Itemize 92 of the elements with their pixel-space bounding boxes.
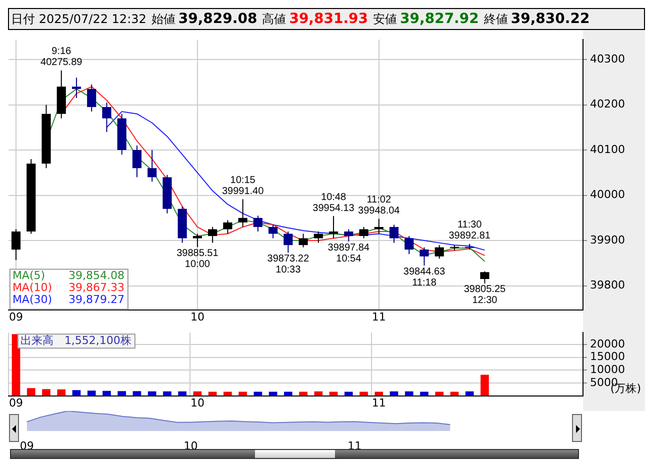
text: 安値 (373, 10, 398, 28)
bar (435, 392, 444, 396)
candlestick (87, 84, 96, 112)
candlestick (404, 236, 414, 255)
bar (360, 392, 368, 396)
bar (374, 392, 384, 396)
candlestick (434, 244, 444, 260)
bar (404, 391, 414, 396)
x-tick-label: 09 (9, 396, 23, 410)
candlestick (344, 228, 354, 242)
y-tick-label: 40000 (590, 188, 625, 202)
annotation: 39,854.08 (68, 269, 124, 282)
candlestick (284, 231, 293, 254)
y-tick-label: 40200 (590, 98, 625, 111)
bar (57, 389, 66, 396)
bar (329, 392, 338, 396)
text: 始値 (151, 10, 176, 28)
text: 39,830.22 (510, 11, 590, 27)
annotation: 39805.25 12:30 (464, 284, 506, 306)
candlestick (238, 198, 248, 228)
text: MA(10) (12, 281, 52, 294)
bar (208, 392, 217, 396)
annotation: 39897.84 10:54 (328, 242, 370, 264)
candlestick (359, 226, 368, 239)
candlestick (208, 226, 218, 244)
bar (465, 391, 474, 396)
bar (178, 391, 186, 396)
bar (420, 392, 428, 396)
candlestick (420, 246, 429, 266)
chart-title: 出来高 1,552,100株 (20, 334, 132, 347)
text: 終値 (484, 10, 508, 28)
bar (238, 392, 247, 396)
chart-title: 日付 2025/07/22 12:32 (11, 10, 146, 28)
bar (87, 390, 96, 396)
text: 39,829.08 (178, 11, 258, 27)
y-tick-label: 15000 (590, 350, 625, 364)
annotation: 39,867.33 (68, 281, 124, 294)
y-tick-label: 20000 (590, 337, 625, 350)
y-tick-label: 10000 (590, 362, 625, 376)
y-tick-label: 40300 (590, 52, 625, 66)
bar (268, 392, 278, 396)
bar (254, 392, 262, 396)
candlestick (72, 77, 82, 98)
y-tick-label: 39900 (590, 233, 625, 246)
y-tick-label: 40100 (590, 142, 625, 156)
candlestick (192, 233, 202, 248)
candlestick (328, 216, 338, 239)
bar (132, 391, 142, 396)
bar (224, 392, 232, 396)
annotation: 11:30 39892.81 (448, 220, 491, 242)
bar (118, 391, 126, 396)
bar (284, 392, 292, 396)
candlestick (314, 231, 323, 244)
x-tick-label: 10 (190, 396, 204, 410)
candlestick (223, 220, 232, 234)
candlestick (148, 150, 157, 182)
bar (299, 392, 308, 396)
text: 高値 (262, 10, 286, 28)
x-tick-label: 11 (372, 396, 386, 410)
text: MA(30) (12, 293, 52, 306)
bar (42, 389, 50, 396)
annotation: 39873.22 10:33 (267, 253, 310, 276)
candlestick (253, 215, 262, 232)
candlestick (298, 233, 308, 248)
annotation: 39885.51 10:00 (176, 248, 219, 270)
bar (314, 391, 323, 396)
bar (480, 374, 489, 396)
bar (344, 392, 353, 396)
candlestick (389, 224, 399, 244)
annotation: 10:48 39954.13 (312, 192, 355, 214)
candlestick (268, 224, 278, 239)
text: 39,831.93 (289, 11, 368, 27)
x-tick-label: 11 (372, 310, 386, 324)
annotation: 9:16 40275.89 (40, 46, 83, 68)
annotation: 10:15 39991.40 (222, 174, 264, 197)
bar (72, 390, 81, 396)
bar (163, 391, 172, 396)
x-tick-label: 09 (9, 310, 23, 324)
candlestick (11, 228, 21, 261)
text: MA(5) (12, 269, 46, 282)
annotation: 39,879.27 (68, 293, 124, 306)
text: 39,827.92 (400, 11, 479, 27)
annotation: 39844.63 11:18 (403, 266, 446, 288)
x-tick-label: 10 (190, 310, 204, 324)
bar (450, 392, 459, 396)
bar (26, 388, 36, 396)
candlestick (102, 102, 112, 132)
y-tick-label: 39800 (590, 278, 625, 292)
candlestick (480, 270, 490, 284)
candlestick (132, 145, 142, 178)
bar (102, 390, 111, 396)
annotation: 11:02 39948.04 (358, 194, 400, 217)
